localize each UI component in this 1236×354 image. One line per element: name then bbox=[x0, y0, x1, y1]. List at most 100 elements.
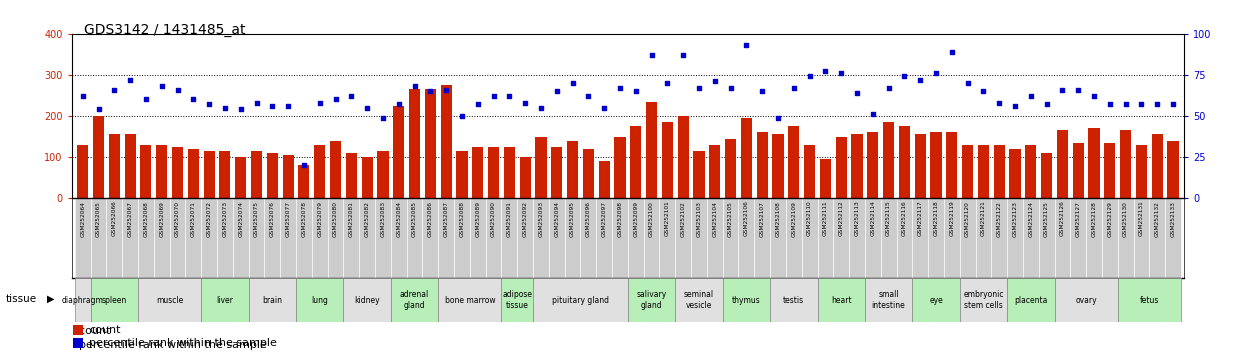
Point bbox=[389, 102, 409, 107]
Text: pituitary gland: pituitary gland bbox=[552, 296, 609, 304]
Bar bbox=[393, 105, 404, 198]
Point bbox=[721, 85, 740, 91]
Point bbox=[247, 100, 267, 105]
Point bbox=[468, 102, 488, 107]
Bar bbox=[533, 198, 549, 278]
Bar bbox=[1149, 198, 1166, 278]
Bar bbox=[883, 122, 894, 198]
Bar bbox=[470, 198, 486, 278]
Bar bbox=[770, 278, 817, 322]
Text: GSM252068: GSM252068 bbox=[143, 201, 148, 236]
Point bbox=[768, 115, 787, 120]
Point bbox=[1084, 93, 1104, 99]
Text: GSM252079: GSM252079 bbox=[318, 201, 323, 236]
Text: GSM252130: GSM252130 bbox=[1124, 201, 1128, 236]
Bar bbox=[1054, 198, 1070, 278]
Bar bbox=[865, 278, 912, 322]
Text: GSM252122: GSM252122 bbox=[996, 201, 1001, 236]
Point bbox=[942, 49, 962, 55]
Bar bbox=[298, 165, 309, 198]
Text: spleen: spleen bbox=[101, 296, 127, 304]
Bar bbox=[1103, 198, 1117, 278]
Bar bbox=[896, 198, 912, 278]
Text: GSM252086: GSM252086 bbox=[428, 201, 433, 236]
Point bbox=[136, 97, 156, 102]
Point bbox=[674, 52, 693, 58]
Point bbox=[1037, 102, 1057, 107]
Bar bbox=[344, 198, 360, 278]
Text: liver: liver bbox=[216, 296, 234, 304]
Bar bbox=[612, 198, 628, 278]
Bar bbox=[360, 198, 375, 278]
Bar bbox=[789, 126, 800, 198]
Bar bbox=[660, 198, 675, 278]
Bar bbox=[232, 198, 248, 278]
Point bbox=[737, 42, 756, 48]
Text: GSM252092: GSM252092 bbox=[523, 201, 528, 236]
Bar bbox=[646, 102, 658, 198]
Bar bbox=[109, 135, 120, 198]
Bar bbox=[565, 198, 581, 278]
Bar bbox=[661, 122, 672, 198]
Point bbox=[832, 70, 852, 76]
Bar bbox=[518, 198, 533, 278]
Bar bbox=[598, 161, 609, 198]
Text: salivary
gland: salivary gland bbox=[637, 290, 666, 310]
Bar bbox=[235, 157, 246, 198]
Text: adipose
tissue: adipose tissue bbox=[502, 290, 533, 310]
Point bbox=[1100, 102, 1120, 107]
Text: GSM252125: GSM252125 bbox=[1044, 201, 1049, 236]
Text: GSM252091: GSM252091 bbox=[507, 201, 512, 236]
Text: small
intestine: small intestine bbox=[871, 290, 906, 310]
Text: GSM252128: GSM252128 bbox=[1091, 201, 1096, 236]
Bar bbox=[502, 278, 533, 322]
Point bbox=[73, 93, 93, 99]
Point bbox=[452, 113, 472, 119]
Point bbox=[625, 88, 645, 94]
Point bbox=[974, 88, 994, 94]
Bar bbox=[391, 198, 407, 278]
Point bbox=[373, 115, 393, 120]
Text: percentile rank within the sample: percentile rank within the sample bbox=[72, 340, 267, 350]
Text: GSM252109: GSM252109 bbox=[791, 201, 796, 236]
Bar bbox=[346, 153, 357, 198]
Text: kidney: kidney bbox=[355, 296, 379, 304]
Text: placenta: placenta bbox=[1014, 296, 1047, 304]
Bar bbox=[472, 147, 483, 198]
Text: GSM252082: GSM252082 bbox=[365, 201, 370, 236]
Bar bbox=[439, 198, 454, 278]
Text: ▶: ▶ bbox=[47, 294, 54, 304]
Text: GSM252123: GSM252123 bbox=[1012, 201, 1017, 236]
Bar bbox=[248, 278, 297, 322]
Point bbox=[1021, 93, 1041, 99]
Bar bbox=[1104, 143, 1115, 198]
Bar bbox=[770, 198, 786, 278]
Point bbox=[404, 84, 424, 89]
Bar bbox=[265, 198, 281, 278]
Bar bbox=[504, 147, 515, 198]
Text: GSM252093: GSM252093 bbox=[539, 201, 544, 236]
Point bbox=[989, 100, 1009, 105]
Bar bbox=[1086, 198, 1103, 278]
Text: GSM252115: GSM252115 bbox=[886, 201, 891, 236]
Text: GSM252119: GSM252119 bbox=[949, 201, 954, 236]
Bar bbox=[1073, 143, 1084, 198]
Point bbox=[1147, 102, 1167, 107]
Point bbox=[1163, 102, 1183, 107]
Point bbox=[231, 107, 251, 112]
Bar bbox=[1168, 141, 1179, 198]
Bar bbox=[1038, 198, 1054, 278]
Point bbox=[879, 85, 899, 91]
Point bbox=[1116, 102, 1136, 107]
Point bbox=[641, 52, 661, 58]
Bar bbox=[439, 278, 502, 322]
Text: adrenal
gland: adrenal gland bbox=[400, 290, 429, 310]
Text: GSM252100: GSM252100 bbox=[649, 201, 654, 236]
Bar bbox=[248, 198, 265, 278]
Bar bbox=[1089, 128, 1100, 198]
Text: GSM252084: GSM252084 bbox=[397, 201, 402, 236]
Text: GSM252098: GSM252098 bbox=[618, 201, 623, 236]
Point bbox=[800, 74, 819, 79]
Point bbox=[89, 107, 109, 112]
Bar bbox=[454, 198, 470, 278]
